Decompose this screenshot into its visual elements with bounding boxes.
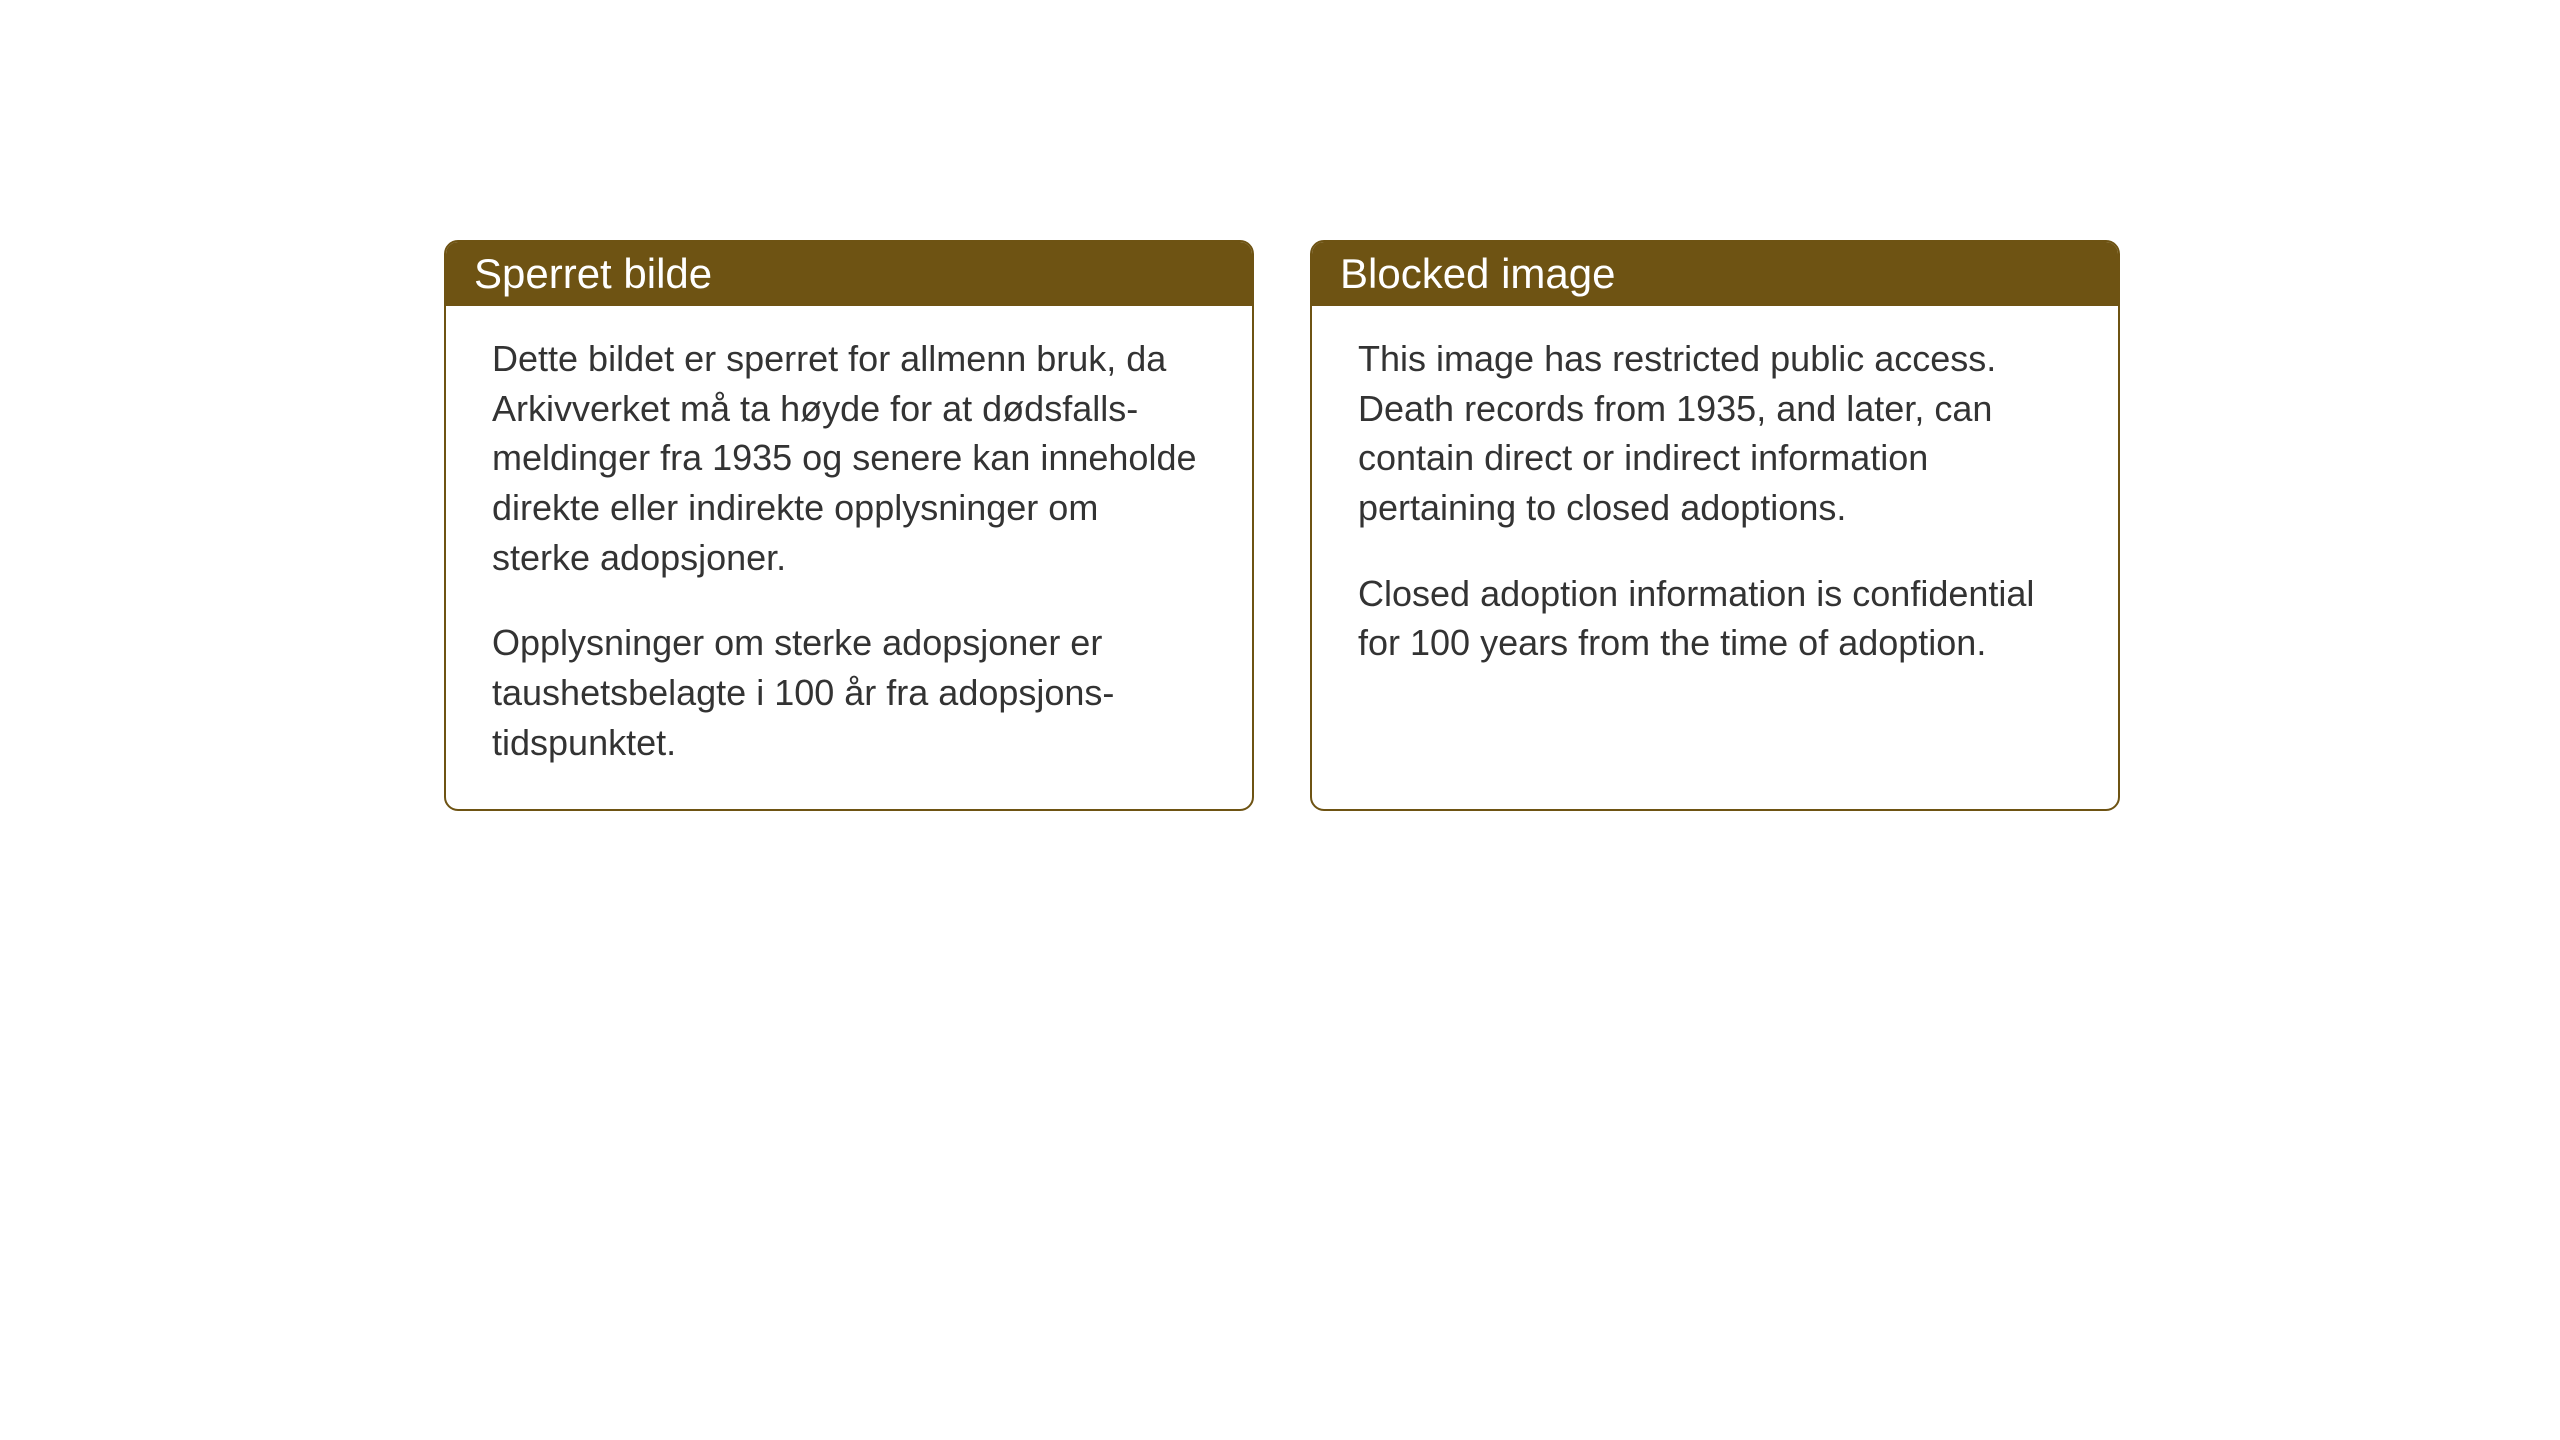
norwegian-card-title: Sperret bilde — [446, 242, 1252, 306]
norwegian-card-body: Dette bildet er sperret for allmenn bruk… — [446, 306, 1252, 809]
english-card-title: Blocked image — [1312, 242, 2118, 306]
norwegian-notice-card: Sperret bilde Dette bildet er sperret fo… — [444, 240, 1254, 811]
cards-container: Sperret bilde Dette bildet er sperret fo… — [444, 240, 2120, 811]
norwegian-paragraph-1: Dette bildet er sperret for allmenn bruk… — [492, 334, 1206, 582]
english-paragraph-2: Closed adoption information is confident… — [1358, 569, 2072, 668]
norwegian-paragraph-2: Opplysninger om sterke adopsjoner er tau… — [492, 618, 1206, 767]
english-card-body: This image has restricted public access.… — [1312, 306, 2118, 710]
english-paragraph-1: This image has restricted public access.… — [1358, 334, 2072, 533]
english-notice-card: Blocked image This image has restricted … — [1310, 240, 2120, 811]
